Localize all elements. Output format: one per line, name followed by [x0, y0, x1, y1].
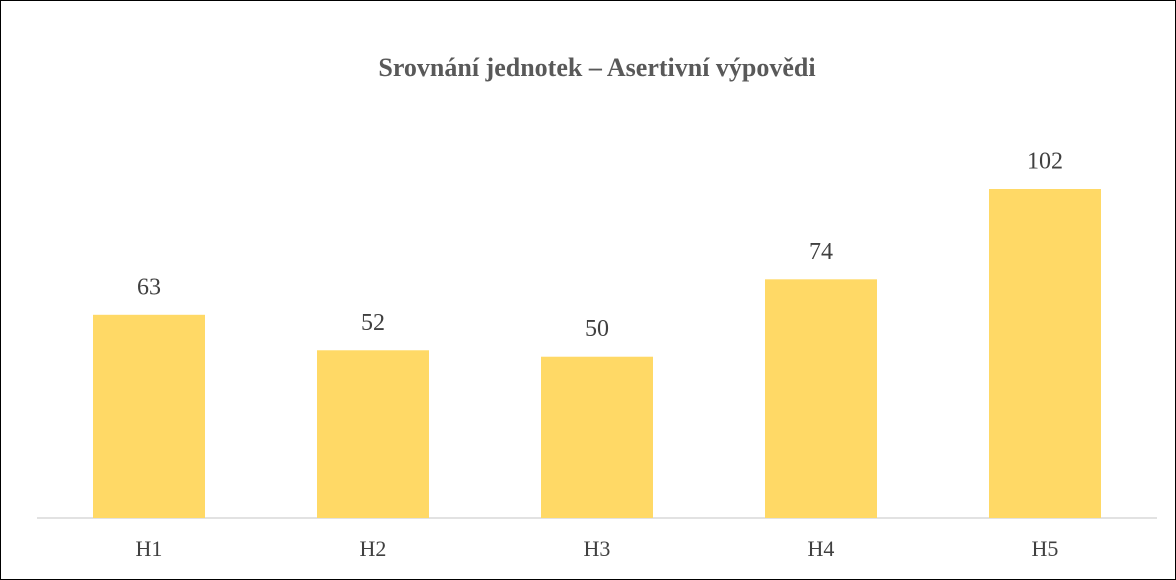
- data-label: 52: [361, 310, 385, 336]
- data-label: 50: [585, 316, 609, 342]
- chart-title: Srovnání jednotek – Asertivní výpovědi: [378, 53, 815, 82]
- bar: [541, 356, 653, 518]
- data-label: 102: [1027, 149, 1063, 175]
- bar: [989, 189, 1101, 518]
- x-tick-label: H5: [1032, 536, 1059, 561]
- bar: [317, 350, 429, 518]
- bar: [93, 314, 205, 518]
- data-label: 74: [809, 239, 833, 265]
- bar: [765, 279, 877, 518]
- data-label: 63: [137, 274, 161, 300]
- x-tick-label: H1: [136, 536, 163, 561]
- x-tick-label: H3: [584, 536, 611, 561]
- x-tick-label: H4: [808, 536, 835, 561]
- x-tick-label: H2: [360, 536, 387, 561]
